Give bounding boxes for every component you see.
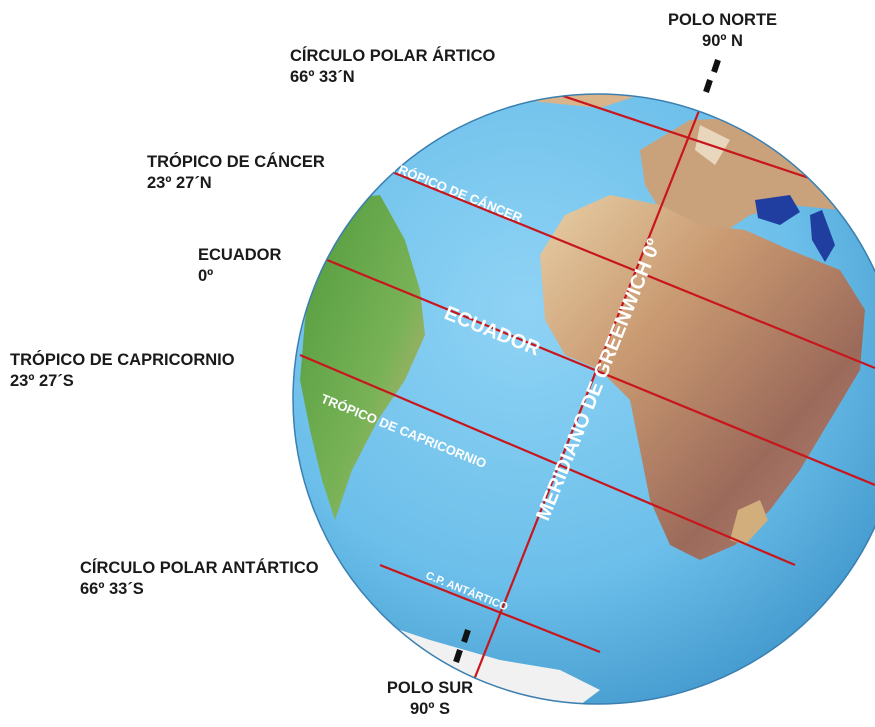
equator-line	[314, 253, 875, 487]
axis-dash-north-2	[703, 79, 713, 93]
label-south-pole-name: POLO SUR	[386, 679, 474, 697]
tropic-cancer-line	[374, 163, 875, 370]
label-south-pole-value: 90º S	[410, 700, 450, 718]
label-tropic-capricorn-name: TRÓPICO DE CAPRICORNIO	[10, 351, 235, 369]
africa-land	[540, 195, 865, 560]
label-arctic-circle-value: 66º 33´N	[290, 68, 355, 86]
black-sea	[755, 195, 800, 225]
axis-dash-south-2	[453, 649, 463, 663]
label-antarctic-circle-value: 66º 33´S	[80, 580, 144, 598]
label-arctic-circle-name: CÍRCULO POLAR ÁRTICO	[290, 47, 496, 65]
madagascar-land	[730, 500, 768, 545]
label-tropic-cancer: TRÓPICO DE CÁNCER 23º 27´N	[147, 152, 325, 194]
globe-outline	[292, 93, 875, 705]
label-antarctic-circle: CÍRCULO POLAR ANTÁRTICO 66º 33´S	[80, 558, 319, 600]
greenwich-meridian-line	[468, 94, 710, 691]
label-tropic-capricorn-value: 23º 27´S	[10, 372, 74, 390]
label-tropic-cancer-value: 23º 27´N	[147, 174, 212, 192]
polar-axis	[453, 59, 721, 663]
label-equator: ECUADOR 0º	[198, 245, 281, 287]
tropic-capricorn-line	[299, 353, 796, 567]
label-north-pole: POLO NORTE 90º N	[660, 10, 785, 52]
label-north-pole-name: POLO NORTE	[667, 11, 778, 29]
axis-dash-north-1	[711, 59, 721, 73]
label-tropic-capricorn: TRÓPICO DE CAPRICORNIO 23º 27´S	[10, 350, 235, 392]
caspian-sea	[810, 210, 835, 262]
south-america-land	[300, 195, 425, 520]
label-south-pole: POLO SUR 90º S	[375, 678, 485, 720]
label-antarctic-circle-name: CÍRCULO POLAR ANTÁRTICO	[80, 559, 319, 577]
latitude-lines	[299, 94, 875, 654]
label-tropic-cancer-name: TRÓPICO DE CÁNCER	[147, 153, 325, 171]
arctic-circle-line	[454, 94, 831, 187]
axis-dash-south-1	[461, 629, 471, 643]
label-equator-value: 0º	[198, 267, 214, 285]
label-equator-name: ECUADOR	[198, 246, 282, 264]
label-north-pole-value: 90º N	[702, 32, 743, 50]
antarctic-circle-line	[379, 563, 601, 654]
label-arctic-circle: CÍRCULO POLAR ÁRTICO 66º 33´N	[290, 46, 495, 88]
